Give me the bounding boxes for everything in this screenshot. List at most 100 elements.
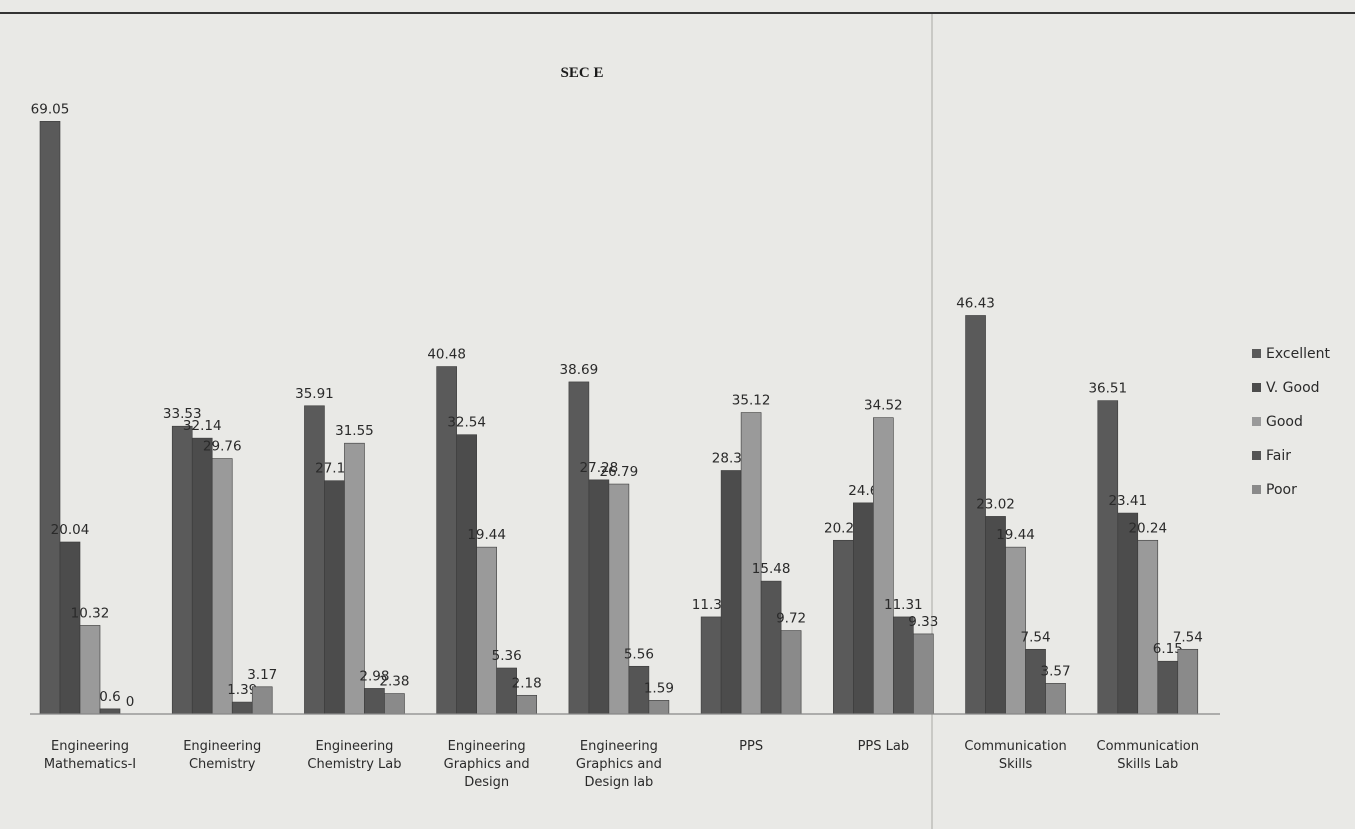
data-label: 9.72: [776, 611, 806, 627]
bar-poor-2: [384, 693, 405, 715]
legend-label: V. Good: [1266, 380, 1320, 396]
data-label: 27.28: [580, 460, 619, 476]
data-label: 15.48: [752, 561, 791, 577]
legend-swatch-v-good: [1252, 383, 1261, 392]
bar-v-good-4: [588, 479, 610, 715]
bar-fair-6: [893, 616, 914, 715]
data-label: 3.57: [1041, 663, 1071, 679]
data-label: 11.31: [692, 597, 731, 613]
data-label: 2.38: [379, 674, 409, 690]
bar-v-good-5: [720, 470, 742, 715]
data-label: 10.32: [71, 605, 110, 621]
data-label: 33.53: [163, 406, 202, 422]
data-label: 32.54: [447, 415, 486, 431]
bar-poor-3: [516, 694, 537, 715]
data-label: 34.52: [864, 398, 903, 414]
data-label: 19.44: [996, 527, 1035, 543]
bar-good-4: [608, 483, 630, 715]
data-label: 6.15: [1153, 641, 1183, 657]
data-label: 24.6: [848, 483, 878, 499]
bar-poor-1: [251, 686, 273, 715]
bar-poor-6: [913, 633, 934, 715]
bar-v-good-3: [456, 434, 477, 715]
bar-good-6: [873, 417, 894, 715]
data-label: 36.51: [1088, 381, 1127, 397]
data-label: 20.04: [51, 522, 90, 538]
data-label: 38.69: [560, 362, 599, 378]
data-label: 23.41: [1108, 493, 1147, 509]
x-tick-label: Communication Skills: [964, 739, 1066, 772]
x-tick-label: PPS: [739, 739, 763, 754]
data-label: 7.54: [1021, 629, 1051, 645]
bar-poor-4: [648, 700, 670, 715]
bar-v-good-8: [1117, 512, 1139, 715]
x-tick-label: Engineering Mathematics-I: [44, 739, 136, 772]
data-label: 23.02: [976, 496, 1015, 512]
bar-good-0: [79, 625, 101, 715]
bar-poor-5: [780, 630, 802, 715]
data-label: 28.37: [712, 450, 751, 466]
data-label: 27.18: [315, 461, 354, 477]
legend-label: Good: [1266, 414, 1303, 430]
bar-v-good-6: [853, 502, 874, 715]
bar-excellent-7: [965, 315, 986, 715]
x-tick-label: Engineering Graphics and Design lab: [576, 739, 662, 790]
plot-area: 69.05 20.04 10.32 0.6 0 Engineering Mathematic…: [31, 101, 1203, 790]
bar-fair-0: [99, 708, 121, 715]
data-label: 19.44: [467, 527, 506, 543]
data-label: 32.14: [183, 418, 222, 434]
bar-fair-2: [364, 688, 385, 715]
legend-swatch-fair: [1252, 451, 1261, 460]
bar-v-good-2: [324, 480, 345, 715]
chart-title: SEC E: [561, 65, 604, 81]
bar-poor-8: [1177, 648, 1199, 715]
bar-v-good-7: [985, 516, 1006, 715]
data-label: 2.98: [359, 668, 389, 684]
bar-fair-5: [760, 580, 782, 715]
bar-excellent-5: [700, 616, 722, 715]
bar-fair-7: [1025, 648, 1046, 715]
x-tick-label: Communication Skills Lab: [1097, 739, 1199, 772]
bar-excellent-8: [1097, 400, 1119, 715]
data-label: 40.48: [427, 347, 466, 363]
legend-label: Excellent: [1266, 346, 1330, 362]
bar-good-8: [1137, 539, 1159, 715]
data-label: 9.33: [908, 614, 938, 630]
data-label: 20.24: [1128, 520, 1167, 536]
legend-swatch-excellent: [1252, 349, 1261, 358]
data-label: 1.39: [227, 682, 257, 698]
data-label: 29.76: [203, 439, 242, 455]
bar-fair-8: [1157, 660, 1179, 715]
data-label: 31.55: [335, 423, 374, 439]
x-tick-label: Engineering Chemistry: [183, 739, 261, 772]
data-label: 35.91: [295, 386, 334, 402]
data-label: 2.18: [512, 675, 542, 691]
bar-v-good-0: [59, 541, 81, 715]
data-label: 69.05: [31, 101, 70, 117]
bar-good-3: [476, 546, 497, 715]
bar-excellent-2: [304, 405, 325, 715]
bar-fair-1: [231, 701, 253, 715]
bar-excellent-6: [833, 539, 854, 715]
data-label: 1.59: [644, 680, 674, 696]
x-tick-label: Engineering Chemistry Lab: [307, 739, 401, 772]
legend-swatch-good: [1252, 417, 1261, 426]
x-tick-label: Engineering Graphics and Design: [444, 739, 530, 790]
legend-swatch-poor: [1252, 485, 1261, 494]
bar-poor-7: [1045, 683, 1066, 715]
data-label: 3.17: [247, 667, 277, 683]
data-label: 26.79: [600, 464, 639, 480]
data-label: 0: [126, 694, 135, 710]
bar-excellent-1: [171, 425, 193, 715]
data-label: 35.12: [732, 393, 771, 409]
bar-good-1: [211, 458, 233, 715]
legend-label: Fair: [1266, 448, 1291, 464]
data-label: 20.24: [824, 520, 863, 536]
data-label: 46.43: [956, 295, 995, 311]
data-label: 5.36: [492, 648, 522, 664]
bar-excellent-0: [39, 121, 61, 715]
legend: Excellent V. Good Good Fair Poor: [1252, 346, 1330, 498]
bar-excellent-4: [568, 381, 590, 715]
bar-v-good-1: [191, 437, 213, 715]
